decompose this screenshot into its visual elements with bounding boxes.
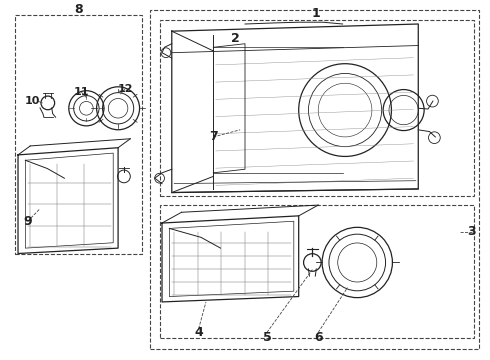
Text: 1: 1 bbox=[312, 7, 320, 20]
Bar bbox=[15, 15, 142, 253]
Bar bbox=[160, 21, 474, 196]
Text: 8: 8 bbox=[75, 3, 83, 16]
Text: 4: 4 bbox=[194, 326, 203, 339]
Text: 7: 7 bbox=[209, 130, 218, 144]
Bar bbox=[150, 10, 479, 348]
Text: 10: 10 bbox=[25, 96, 40, 106]
Text: 3: 3 bbox=[467, 225, 476, 238]
Bar bbox=[160, 205, 474, 338]
Text: 5: 5 bbox=[263, 331, 271, 344]
Text: 2: 2 bbox=[231, 32, 240, 45]
Text: 9: 9 bbox=[24, 215, 32, 228]
Text: 11: 11 bbox=[74, 87, 89, 97]
Text: 6: 6 bbox=[314, 331, 322, 344]
Text: 12: 12 bbox=[118, 84, 133, 94]
